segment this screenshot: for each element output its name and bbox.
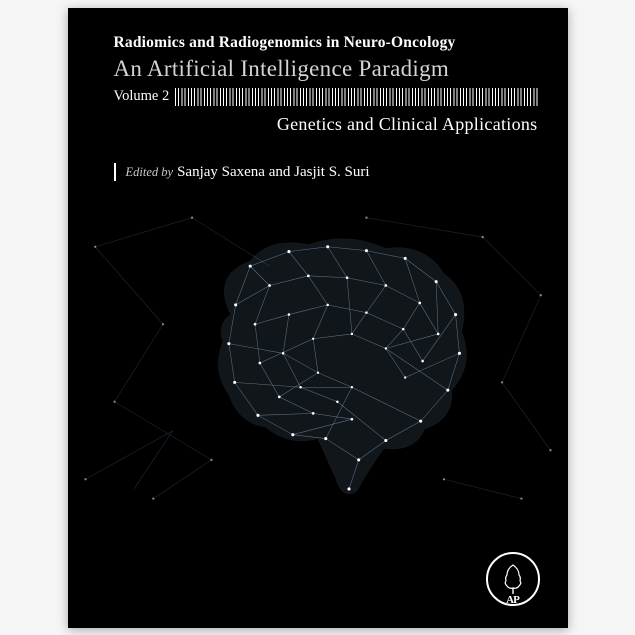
subtitle: An Artificial Intelligence Paradigm (114, 56, 538, 82)
tree-icon (493, 559, 533, 599)
book-cover: Radiomics and Radiogenomics in Neuro-Onc… (68, 8, 568, 628)
volume-label: Volume 2 (114, 88, 170, 105)
cover-artwork (68, 208, 568, 518)
edited-by-label: Edited by (126, 165, 174, 179)
section-title: Genetics and Clinical Applications (114, 114, 538, 135)
publisher-logo: AP (486, 552, 540, 606)
series-title: Radiomics and Radiogenomics in Neuro-Onc… (114, 34, 538, 52)
tick-marks-decoration (175, 88, 537, 106)
brain-wireframe-icon (68, 208, 568, 518)
editor-names: Sanjay Saxena and Jasjit S. Suri (177, 164, 369, 180)
editors-block: Edited by Sanjay Saxena and Jasjit S. Su… (114, 163, 538, 181)
publisher-initials: AP (506, 594, 519, 606)
volume-row: Volume 2 (114, 88, 538, 106)
